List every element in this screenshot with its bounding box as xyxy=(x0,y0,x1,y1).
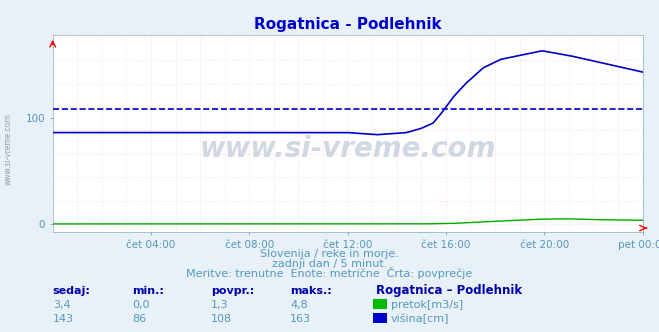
Text: pretok[m3/s]: pretok[m3/s] xyxy=(391,300,463,310)
Text: višina[cm]: višina[cm] xyxy=(391,313,449,324)
Text: sedaj:: sedaj: xyxy=(53,286,90,296)
Text: 163: 163 xyxy=(290,314,311,324)
Text: 0,0: 0,0 xyxy=(132,300,150,310)
Text: Slovenija / reke in morje.: Slovenija / reke in morje. xyxy=(260,249,399,259)
Text: Meritve: trenutne  Enote: metrične  Črta: povprečje: Meritve: trenutne Enote: metrične Črta: … xyxy=(186,267,473,279)
Text: 86: 86 xyxy=(132,314,146,324)
Text: 143: 143 xyxy=(53,314,74,324)
Text: 108: 108 xyxy=(211,314,232,324)
Text: www.si-vreme.com: www.si-vreme.com xyxy=(3,114,13,185)
Text: povpr.:: povpr.: xyxy=(211,286,254,296)
Title: Rogatnica - Podlehnik: Rogatnica - Podlehnik xyxy=(254,17,442,32)
Text: 4,8: 4,8 xyxy=(290,300,308,310)
Text: www.si-vreme.com: www.si-vreme.com xyxy=(200,135,496,163)
Text: 3,4: 3,4 xyxy=(53,300,71,310)
Text: Rogatnica – Podlehnik: Rogatnica – Podlehnik xyxy=(376,284,522,297)
Text: maks.:: maks.: xyxy=(290,286,331,296)
Text: min.:: min.: xyxy=(132,286,163,296)
Text: zadnji dan / 5 minut.: zadnji dan / 5 minut. xyxy=(272,259,387,269)
Text: 1,3: 1,3 xyxy=(211,300,229,310)
